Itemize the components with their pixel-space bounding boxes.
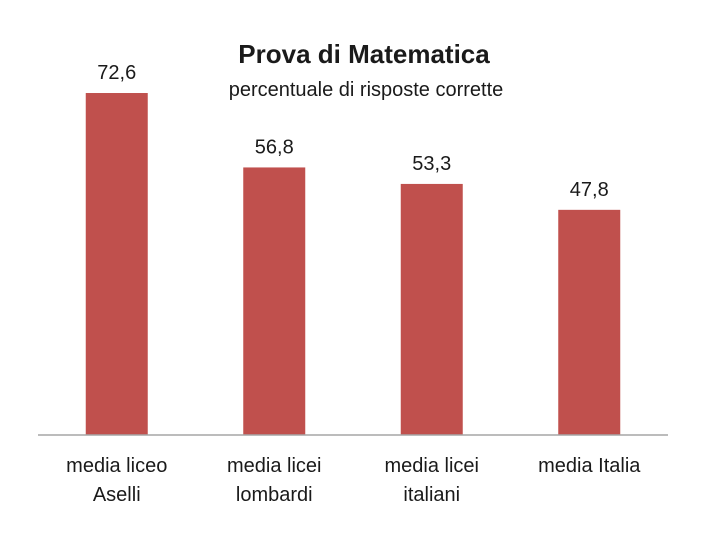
category-label-2-line-1: media licei	[227, 455, 321, 477]
data-label-4: 47,8	[570, 179, 609, 201]
category-label-1-line-1: media liceo	[66, 455, 167, 477]
category-label-3-line-2: italiani	[403, 484, 460, 506]
bar-4	[558, 209, 621, 435]
data-label-2: 56,8	[255, 136, 294, 158]
category-label-1-line-2: Aselli	[93, 484, 141, 506]
bar-1	[85, 93, 148, 435]
chart-subtitle: percentuale di risposte corrette	[229, 79, 504, 101]
data-label-1: 72,6	[97, 62, 136, 84]
bar-3	[400, 183, 463, 435]
category-label-2-line-2: lombardi	[236, 484, 313, 506]
data-label-3: 53,3	[412, 153, 451, 175]
bar-2	[243, 167, 306, 435]
category-label-4-line-1: media Italia	[538, 455, 641, 477]
bars-group: 72,6 56,8 53,3 47,8	[85, 62, 621, 435]
chart-title: Prova di Matematica	[238, 39, 490, 69]
category-label-3-line-1: media licei	[385, 455, 479, 477]
category-labels-group: media liceo Aselli media licei lombardi medi…	[66, 455, 641, 506]
